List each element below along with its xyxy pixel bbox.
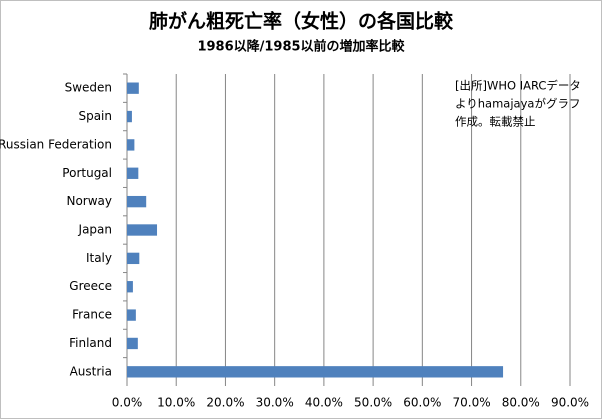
x-tick-label: 60.0% (403, 396, 441, 410)
chart-subtitle: 1986以降/1985以前の増加率比較 (197, 39, 405, 55)
annotation: よりhamajayaがグラフ (455, 97, 580, 111)
x-tick-label: 90.0% (551, 396, 589, 410)
x-tick-label: 80.0% (502, 396, 540, 410)
y-tick-label: Russian Federation (0, 137, 112, 151)
x-tick-label: 70.0% (452, 396, 490, 410)
x-tick-label: 40.0% (305, 396, 343, 410)
y-tick-label: Italy (86, 251, 112, 265)
bar (127, 110, 132, 123)
x-tick-label: 0.0% (112, 396, 143, 410)
y-tick-label: Austria (70, 364, 112, 378)
bar (127, 82, 139, 94)
chart-title: 肺がん粗死亡率（女性）の各国比較 (149, 10, 454, 33)
bar (127, 309, 136, 321)
x-tick-label: 30.0% (256, 396, 294, 410)
bar (127, 252, 140, 265)
bar (127, 366, 504, 378)
bar (127, 337, 138, 350)
y-tick-label: Sweden (65, 81, 112, 95)
y-tick-label: Japan (78, 223, 112, 237)
x-tick-label: 50.0% (354, 396, 392, 410)
annotation: 作成。転載禁止 (455, 115, 536, 129)
y-tick-label: France (72, 308, 112, 322)
y-tick-label: Portugal (62, 166, 112, 180)
x-tick-label: 10.0% (157, 396, 195, 410)
bar (127, 281, 133, 293)
y-tick-label: Greece (69, 279, 112, 293)
y-tick-label: Spain (78, 109, 112, 123)
bar (127, 195, 147, 208)
y-tick-label: Norway (66, 194, 112, 208)
x-tick-label: 20.0% (206, 396, 244, 410)
bar (127, 167, 139, 179)
y-tick-label: Finland (69, 336, 112, 350)
bar (127, 139, 135, 151)
bar (127, 224, 158, 236)
annotation: [出所]WHO IARCデータ (455, 79, 581, 93)
